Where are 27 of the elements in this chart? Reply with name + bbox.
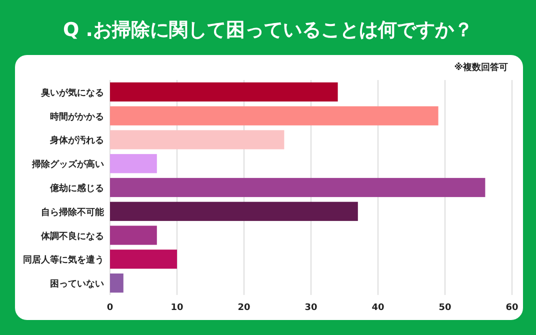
x-tick-label: 20	[238, 303, 250, 313]
y-tick-label: 自ら掃除不可能	[41, 206, 105, 218]
bar	[110, 178, 486, 198]
y-tick-label: 億劫に感じる	[49, 183, 104, 194]
y-tick-label: 掃除グッズが高い	[31, 159, 104, 170]
x-tick-label: 40	[372, 303, 384, 313]
y-tick-label: 臭いが気になる	[40, 87, 104, 98]
bar	[110, 154, 157, 174]
bar	[110, 130, 284, 150]
bar	[110, 106, 438, 126]
x-tick-label: 30	[304, 303, 318, 313]
y-tick-label: 同居人等に気を遣う	[23, 254, 104, 266]
x-tick-label: 50	[438, 303, 452, 313]
x-tick-label: 10	[170, 303, 184, 313]
bar	[110, 202, 358, 221]
bar	[110, 250, 177, 269]
y-tick-label: 体調不良になる	[40, 230, 104, 242]
text: ※複数回答可	[454, 62, 508, 73]
x-tick-label: 0	[106, 303, 114, 313]
bar	[110, 226, 157, 245]
y-tick-label: 時間がかかる	[50, 111, 104, 122]
x-tick-label: 60	[506, 303, 518, 313]
chart-title: Q .お掃除に関して困っていることは何ですか？	[63, 19, 473, 41]
y-tick-label: 困っていない	[50, 278, 104, 290]
bar	[110, 274, 124, 293]
y-tick-label: 身体が汚れる	[49, 135, 104, 146]
bar	[110, 82, 338, 102]
